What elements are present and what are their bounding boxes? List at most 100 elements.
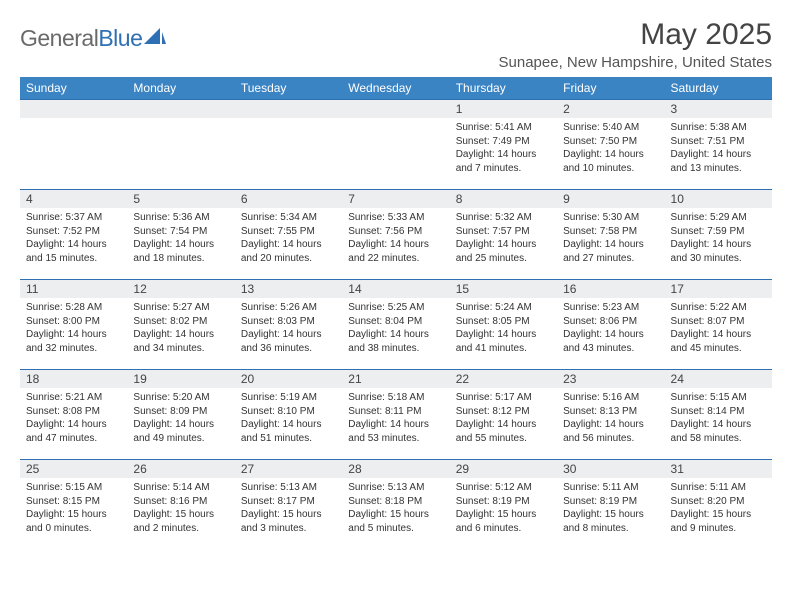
day-number: 24 (665, 370, 772, 388)
day-details: Sunrise: 5:29 AMSunset: 7:59 PMDaylight:… (665, 208, 772, 269)
day-number-empty (235, 100, 342, 118)
day-number: 9 (557, 190, 664, 208)
day-number: 31 (665, 460, 772, 478)
day-details: Sunrise: 5:30 AMSunset: 7:58 PMDaylight:… (557, 208, 664, 269)
day-number: 23 (557, 370, 664, 388)
day-number: 11 (20, 280, 127, 298)
calendar-day-cell: 5Sunrise: 5:36 AMSunset: 7:54 PMDaylight… (127, 190, 234, 280)
day-number: 28 (342, 460, 449, 478)
day-details: Sunrise: 5:15 AMSunset: 8:14 PMDaylight:… (665, 388, 772, 449)
day-details: Sunrise: 5:11 AMSunset: 8:20 PMDaylight:… (665, 478, 772, 539)
day-number-empty (20, 100, 127, 118)
calendar-week-row: 25Sunrise: 5:15 AMSunset: 8:15 PMDayligh… (20, 460, 772, 550)
calendar-day-cell: 8Sunrise: 5:32 AMSunset: 7:57 PMDaylight… (450, 190, 557, 280)
day-details: Sunrise: 5:33 AMSunset: 7:56 PMDaylight:… (342, 208, 449, 269)
day-number: 6 (235, 190, 342, 208)
day-details: Sunrise: 5:27 AMSunset: 8:02 PMDaylight:… (127, 298, 234, 359)
calendar-week-row: 4Sunrise: 5:37 AMSunset: 7:52 PMDaylight… (20, 190, 772, 280)
brand-text-blue: Blue (98, 25, 142, 52)
calendar-day-cell: 30Sunrise: 5:11 AMSunset: 8:19 PMDayligh… (557, 460, 664, 550)
location-text: Sunapee, New Hampshire, United States (20, 54, 772, 71)
day-details: Sunrise: 5:16 AMSunset: 8:13 PMDaylight:… (557, 388, 664, 449)
calendar-day-cell: 24Sunrise: 5:15 AMSunset: 8:14 PMDayligh… (665, 370, 772, 460)
day-number: 15 (450, 280, 557, 298)
day-details: Sunrise: 5:40 AMSunset: 7:50 PMDaylight:… (557, 118, 664, 179)
calendar-day-cell: 18Sunrise: 5:21 AMSunset: 8:08 PMDayligh… (20, 370, 127, 460)
calendar-week-row: 18Sunrise: 5:21 AMSunset: 8:08 PMDayligh… (20, 370, 772, 460)
day-number: 14 (342, 280, 449, 298)
calendar-day-cell: 19Sunrise: 5:20 AMSunset: 8:09 PMDayligh… (127, 370, 234, 460)
day-details: Sunrise: 5:20 AMSunset: 8:09 PMDaylight:… (127, 388, 234, 449)
calendar-day-cell: 20Sunrise: 5:19 AMSunset: 8:10 PMDayligh… (235, 370, 342, 460)
day-number: 26 (127, 460, 234, 478)
calendar-day-cell: 23Sunrise: 5:16 AMSunset: 8:13 PMDayligh… (557, 370, 664, 460)
calendar-day-cell (127, 100, 234, 190)
day-number: 8 (450, 190, 557, 208)
day-details: Sunrise: 5:18 AMSunset: 8:11 PMDaylight:… (342, 388, 449, 449)
calendar-day-cell: 29Sunrise: 5:12 AMSunset: 8:19 PMDayligh… (450, 460, 557, 550)
day-number: 29 (450, 460, 557, 478)
weekday-header: Wednesday (342, 77, 449, 100)
day-number: 4 (20, 190, 127, 208)
day-number: 7 (342, 190, 449, 208)
day-number-empty (127, 100, 234, 118)
day-number: 1 (450, 100, 557, 118)
day-details: Sunrise: 5:11 AMSunset: 8:19 PMDaylight:… (557, 478, 664, 539)
day-number: 19 (127, 370, 234, 388)
day-details: Sunrise: 5:23 AMSunset: 8:06 PMDaylight:… (557, 298, 664, 359)
day-number: 12 (127, 280, 234, 298)
calendar-day-cell: 6Sunrise: 5:34 AMSunset: 7:55 PMDaylight… (235, 190, 342, 280)
brand-sail-icon (144, 28, 166, 51)
day-number: 27 (235, 460, 342, 478)
day-number: 22 (450, 370, 557, 388)
calendar-day-cell: 27Sunrise: 5:13 AMSunset: 8:17 PMDayligh… (235, 460, 342, 550)
day-number: 2 (557, 100, 664, 118)
calendar-day-cell: 4Sunrise: 5:37 AMSunset: 7:52 PMDaylight… (20, 190, 127, 280)
day-details: Sunrise: 5:41 AMSunset: 7:49 PMDaylight:… (450, 118, 557, 179)
day-details: Sunrise: 5:36 AMSunset: 7:54 PMDaylight:… (127, 208, 234, 269)
calendar-day-cell: 17Sunrise: 5:22 AMSunset: 8:07 PMDayligh… (665, 280, 772, 370)
weekday-header: Tuesday (235, 77, 342, 100)
calendar-day-cell: 10Sunrise: 5:29 AMSunset: 7:59 PMDayligh… (665, 190, 772, 280)
day-number: 18 (20, 370, 127, 388)
day-details: Sunrise: 5:37 AMSunset: 7:52 PMDaylight:… (20, 208, 127, 269)
day-details: Sunrise: 5:13 AMSunset: 8:17 PMDaylight:… (235, 478, 342, 539)
calendar-day-cell: 28Sunrise: 5:13 AMSunset: 8:18 PMDayligh… (342, 460, 449, 550)
weekday-header: Sunday (20, 77, 127, 100)
day-number: 17 (665, 280, 772, 298)
brand-logo: GeneralBlue (20, 25, 166, 52)
calendar-day-cell (20, 100, 127, 190)
day-details: Sunrise: 5:28 AMSunset: 8:00 PMDaylight:… (20, 298, 127, 359)
calendar-day-cell: 9Sunrise: 5:30 AMSunset: 7:58 PMDaylight… (557, 190, 664, 280)
day-number: 10 (665, 190, 772, 208)
day-details: Sunrise: 5:22 AMSunset: 8:07 PMDaylight:… (665, 298, 772, 359)
calendar-day-cell: 7Sunrise: 5:33 AMSunset: 7:56 PMDaylight… (342, 190, 449, 280)
calendar-table: SundayMondayTuesdayWednesdayThursdayFrid… (20, 77, 772, 550)
day-details: Sunrise: 5:19 AMSunset: 8:10 PMDaylight:… (235, 388, 342, 449)
calendar-day-cell: 13Sunrise: 5:26 AMSunset: 8:03 PMDayligh… (235, 280, 342, 370)
day-details: Sunrise: 5:21 AMSunset: 8:08 PMDaylight:… (20, 388, 127, 449)
calendar-week-row: 1Sunrise: 5:41 AMSunset: 7:49 PMDaylight… (20, 100, 772, 190)
weekday-header: Monday (127, 77, 234, 100)
calendar-day-cell: 16Sunrise: 5:23 AMSunset: 8:06 PMDayligh… (557, 280, 664, 370)
day-number-empty (342, 100, 449, 118)
day-details: Sunrise: 5:17 AMSunset: 8:12 PMDaylight:… (450, 388, 557, 449)
day-details: Sunrise: 5:38 AMSunset: 7:51 PMDaylight:… (665, 118, 772, 179)
calendar-day-cell: 22Sunrise: 5:17 AMSunset: 8:12 PMDayligh… (450, 370, 557, 460)
calendar-day-cell: 25Sunrise: 5:15 AMSunset: 8:15 PMDayligh… (20, 460, 127, 550)
day-number: 3 (665, 100, 772, 118)
calendar-day-cell: 15Sunrise: 5:24 AMSunset: 8:05 PMDayligh… (450, 280, 557, 370)
day-details: Sunrise: 5:12 AMSunset: 8:19 PMDaylight:… (450, 478, 557, 539)
calendar-day-cell: 3Sunrise: 5:38 AMSunset: 7:51 PMDaylight… (665, 100, 772, 190)
day-details: Sunrise: 5:34 AMSunset: 7:55 PMDaylight:… (235, 208, 342, 269)
day-details: Sunrise: 5:32 AMSunset: 7:57 PMDaylight:… (450, 208, 557, 269)
day-number: 25 (20, 460, 127, 478)
calendar-day-cell: 11Sunrise: 5:28 AMSunset: 8:00 PMDayligh… (20, 280, 127, 370)
day-details: Sunrise: 5:26 AMSunset: 8:03 PMDaylight:… (235, 298, 342, 359)
day-details: Sunrise: 5:13 AMSunset: 8:18 PMDaylight:… (342, 478, 449, 539)
weekday-header: Saturday (665, 77, 772, 100)
day-number: 5 (127, 190, 234, 208)
calendar-week-row: 11Sunrise: 5:28 AMSunset: 8:00 PMDayligh… (20, 280, 772, 370)
calendar-day-cell: 2Sunrise: 5:40 AMSunset: 7:50 PMDaylight… (557, 100, 664, 190)
day-number: 16 (557, 280, 664, 298)
